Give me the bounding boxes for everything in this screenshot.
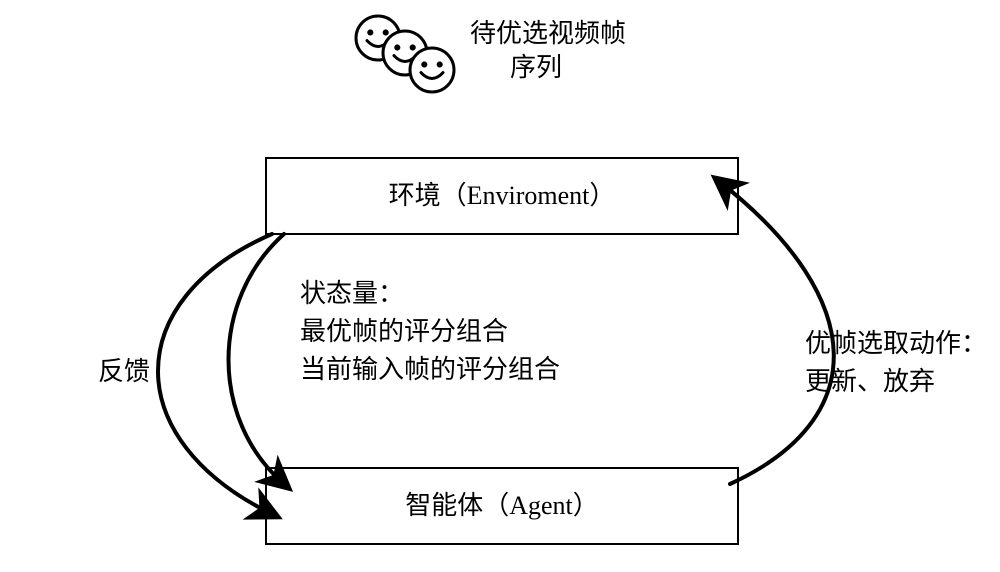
state-label-line2: 最优帧的评分组合	[300, 317, 508, 346]
smiley-face-icon	[410, 48, 454, 92]
state-label-line3: 当前输入帧的评分组合	[300, 355, 560, 384]
environment-label: 环境（Enviroment）	[389, 181, 616, 210]
feedback-label: 反馈	[98, 357, 150, 386]
action-label-line1: 优帧选取动作：	[805, 329, 987, 358]
smiley-group	[356, 16, 454, 92]
action-label-line2: 更新、放弃	[805, 367, 935, 396]
state-label-line1: 状态量：	[300, 279, 404, 308]
state-arrow	[229, 234, 285, 484]
feedback-arrow	[158, 234, 272, 514]
agent-label: 智能体（Agent）	[405, 491, 599, 520]
video-frame-label-line1: 待优选视频帧	[470, 19, 626, 48]
video-frame-label-line2: 序列	[510, 53, 562, 82]
